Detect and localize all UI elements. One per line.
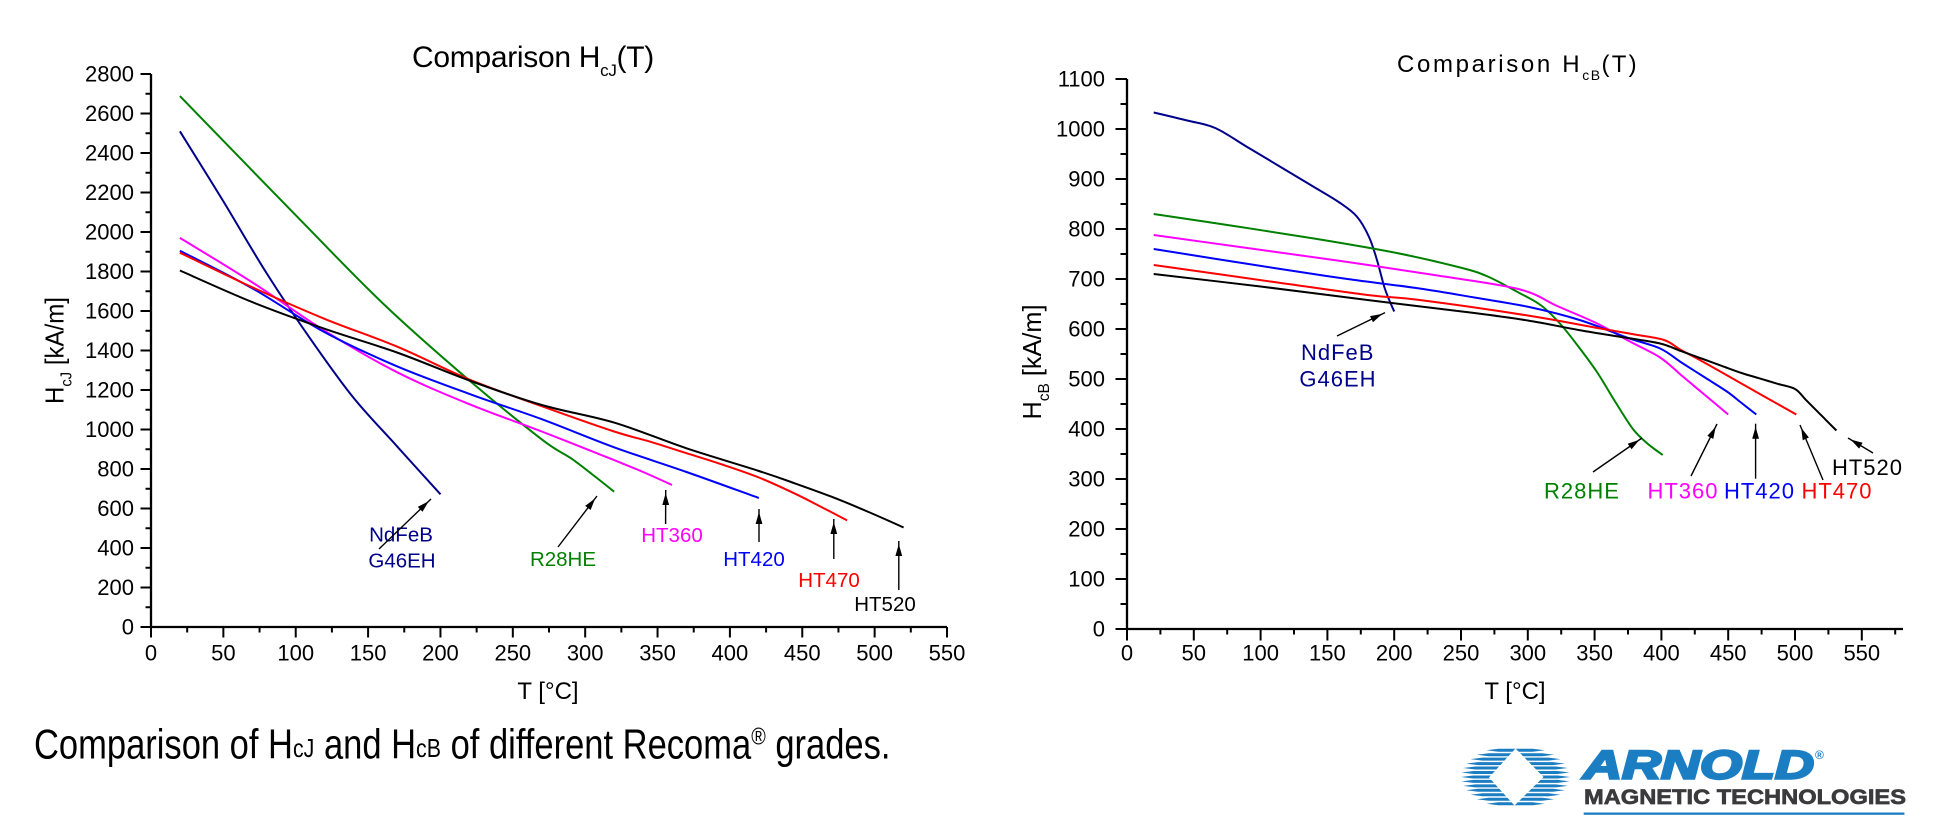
svg-text:350: 350: [1576, 641, 1613, 666]
svg-text:1000: 1000: [1056, 117, 1105, 142]
svg-text:700: 700: [1068, 267, 1105, 292]
svg-text:G46EH: G46EH: [368, 550, 435, 573]
svg-text:1100: 1100: [1058, 67, 1105, 92]
svg-text:HT420: HT420: [723, 548, 785, 571]
svg-text:200: 200: [422, 641, 459, 666]
svg-text:400: 400: [97, 536, 134, 561]
svg-text:250: 250: [1443, 641, 1480, 666]
svg-text:550: 550: [929, 641, 966, 666]
svg-text:R28HE: R28HE: [1544, 479, 1620, 504]
svg-text:G46EH: G46EH: [1299, 367, 1376, 392]
svg-text:2600: 2600: [85, 101, 134, 126]
svg-text:0: 0: [1093, 617, 1105, 642]
svg-text:100: 100: [1242, 641, 1279, 666]
svg-text:Comparison HcB(T): Comparison HcB(T): [1397, 51, 1639, 83]
svg-text:500: 500: [1068, 367, 1105, 392]
svg-text:400: 400: [712, 641, 749, 666]
svg-text:450: 450: [1710, 641, 1747, 666]
svg-text:1200: 1200: [85, 378, 134, 403]
svg-text:400: 400: [1643, 641, 1680, 666]
svg-text:300: 300: [1068, 467, 1105, 492]
svg-text:0: 0: [1121, 641, 1133, 666]
svg-text:®: ®: [1815, 748, 1824, 762]
svg-text:ARNOLD: ARNOLD: [1582, 744, 1814, 788]
svg-text:200: 200: [1068, 517, 1105, 542]
svg-text:2800: 2800: [85, 62, 134, 87]
svg-text:50: 50: [211, 641, 235, 666]
svg-text:T [°C]: T [°C]: [1484, 678, 1545, 705]
svg-text:800: 800: [1068, 217, 1105, 242]
svg-text:300: 300: [567, 641, 604, 666]
svg-text:400: 400: [1068, 417, 1105, 442]
svg-text:0: 0: [122, 615, 134, 640]
svg-text:T [°C]: T [°C]: [517, 678, 578, 705]
svg-text:200: 200: [1376, 641, 1413, 666]
svg-text:1800: 1800: [85, 259, 134, 284]
svg-text:200: 200: [97, 575, 134, 600]
svg-text:50: 50: [1182, 641, 1206, 666]
svg-text:150: 150: [350, 641, 387, 666]
svg-text:HT520: HT520: [854, 593, 916, 616]
svg-text:1000: 1000: [85, 417, 134, 442]
svg-text:250: 250: [494, 641, 531, 666]
svg-text:2000: 2000: [85, 220, 134, 245]
svg-text:900: 900: [1068, 167, 1105, 192]
svg-text:R28HE: R28HE: [530, 548, 596, 571]
svg-text:2200: 2200: [85, 180, 134, 205]
svg-text:300: 300: [1509, 641, 1546, 666]
svg-text:100: 100: [1068, 567, 1105, 592]
svg-text:350: 350: [639, 641, 676, 666]
svg-text:HT420: HT420: [1724, 479, 1795, 504]
svg-text:800: 800: [97, 457, 134, 482]
svg-text:2400: 2400: [85, 141, 134, 166]
svg-text:NdFeB: NdFeB: [1301, 340, 1374, 365]
svg-text:600: 600: [1068, 317, 1105, 342]
svg-text:Comparison of HcJ and HcB of d: Comparison of HcJ and HcB of different R…: [34, 721, 890, 768]
svg-text:450: 450: [784, 641, 821, 666]
svg-text:HT470: HT470: [798, 569, 860, 592]
svg-text:NdFeB: NdFeB: [369, 524, 433, 547]
svg-text:HT360: HT360: [641, 524, 703, 547]
svg-text:550: 550: [1843, 641, 1880, 666]
svg-text:0: 0: [145, 641, 157, 666]
svg-text:HT360: HT360: [1647, 479, 1718, 504]
svg-text:100: 100: [277, 641, 314, 666]
svg-text:1600: 1600: [85, 299, 134, 324]
svg-text:500: 500: [1777, 641, 1814, 666]
svg-text:500: 500: [856, 641, 893, 666]
svg-text:150: 150: [1309, 641, 1346, 666]
svg-text:600: 600: [97, 496, 134, 521]
svg-text:1400: 1400: [85, 338, 134, 363]
svg-text:HT520: HT520: [1832, 455, 1903, 480]
svg-text:HT470: HT470: [1801, 479, 1872, 504]
svg-text:MAGNETIC TECHNOLOGIES: MAGNETIC TECHNOLOGIES: [1584, 785, 1906, 809]
